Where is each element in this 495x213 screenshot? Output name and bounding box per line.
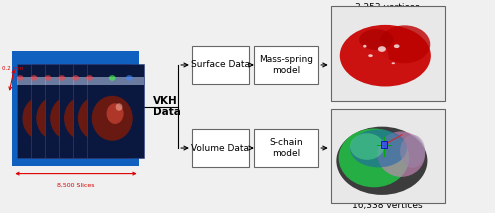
Ellipse shape	[116, 103, 122, 111]
Text: Surface Data: Surface Data	[191, 60, 250, 69]
FancyBboxPatch shape	[254, 130, 318, 167]
Bar	[87, 77, 144, 85]
Ellipse shape	[84, 75, 91, 81]
Text: VKH
Data: VKH Data	[153, 96, 181, 117]
Bar	[45, 77, 102, 85]
Ellipse shape	[106, 103, 124, 124]
Ellipse shape	[340, 25, 431, 86]
Ellipse shape	[126, 75, 133, 81]
Bar	[12, 51, 139, 166]
Bar	[87, 64, 144, 158]
Ellipse shape	[392, 62, 395, 64]
Ellipse shape	[17, 75, 24, 81]
FancyBboxPatch shape	[254, 46, 318, 84]
Ellipse shape	[337, 127, 428, 195]
Ellipse shape	[394, 44, 399, 48]
Bar	[73, 77, 130, 85]
Bar	[17, 77, 74, 85]
Bar	[31, 77, 88, 85]
Ellipse shape	[377, 131, 425, 177]
Ellipse shape	[53, 75, 60, 81]
Ellipse shape	[51, 103, 68, 124]
Bar	[17, 64, 74, 158]
Bar	[45, 64, 102, 158]
Bar	[59, 77, 116, 85]
Ellipse shape	[378, 46, 386, 52]
Ellipse shape	[92, 96, 133, 141]
Bar	[331, 109, 445, 203]
Ellipse shape	[78, 96, 119, 141]
Ellipse shape	[339, 128, 409, 187]
Ellipse shape	[40, 75, 47, 81]
Ellipse shape	[45, 75, 51, 81]
Text: 0.2 mm: 0.2 mm	[2, 66, 24, 71]
Bar	[31, 64, 88, 158]
Bar	[331, 6, 445, 101]
Ellipse shape	[64, 96, 105, 141]
Text: Volume Data: Volume Data	[191, 144, 249, 153]
Ellipse shape	[50, 96, 91, 141]
Ellipse shape	[346, 35, 389, 82]
Ellipse shape	[368, 54, 373, 57]
Ellipse shape	[58, 75, 65, 81]
Ellipse shape	[98, 75, 105, 81]
Ellipse shape	[72, 75, 79, 81]
Bar	[73, 64, 130, 158]
Ellipse shape	[22, 96, 63, 141]
Ellipse shape	[31, 75, 38, 81]
Ellipse shape	[74, 103, 81, 111]
Text: 16,338 vertices: 16,338 vertices	[352, 201, 423, 210]
Ellipse shape	[70, 75, 77, 81]
Text: 8,500 Slices: 8,500 Slices	[57, 183, 95, 188]
Ellipse shape	[47, 103, 53, 111]
Text: 3,253 vertices: 3,253 vertices	[355, 3, 420, 12]
Ellipse shape	[109, 75, 116, 81]
Ellipse shape	[79, 103, 96, 124]
Text: Mass-spring
model: Mass-spring model	[259, 55, 313, 75]
Bar	[59, 64, 116, 158]
Ellipse shape	[102, 103, 108, 111]
Text: S-chain
model: S-chain model	[269, 138, 303, 158]
Ellipse shape	[379, 25, 430, 63]
FancyBboxPatch shape	[192, 130, 249, 167]
Ellipse shape	[65, 103, 82, 124]
Ellipse shape	[350, 130, 407, 167]
Ellipse shape	[95, 75, 102, 81]
Ellipse shape	[60, 103, 67, 111]
Ellipse shape	[36, 96, 77, 141]
Ellipse shape	[359, 29, 393, 50]
Ellipse shape	[67, 75, 74, 81]
Bar	[381, 141, 387, 148]
Ellipse shape	[400, 135, 425, 168]
Ellipse shape	[86, 75, 93, 81]
Ellipse shape	[37, 103, 54, 124]
FancyBboxPatch shape	[192, 46, 249, 84]
Ellipse shape	[350, 133, 384, 160]
Ellipse shape	[363, 45, 366, 48]
Ellipse shape	[112, 75, 119, 81]
Ellipse shape	[88, 103, 95, 111]
Ellipse shape	[93, 103, 110, 124]
Ellipse shape	[81, 75, 88, 81]
Ellipse shape	[56, 75, 63, 81]
